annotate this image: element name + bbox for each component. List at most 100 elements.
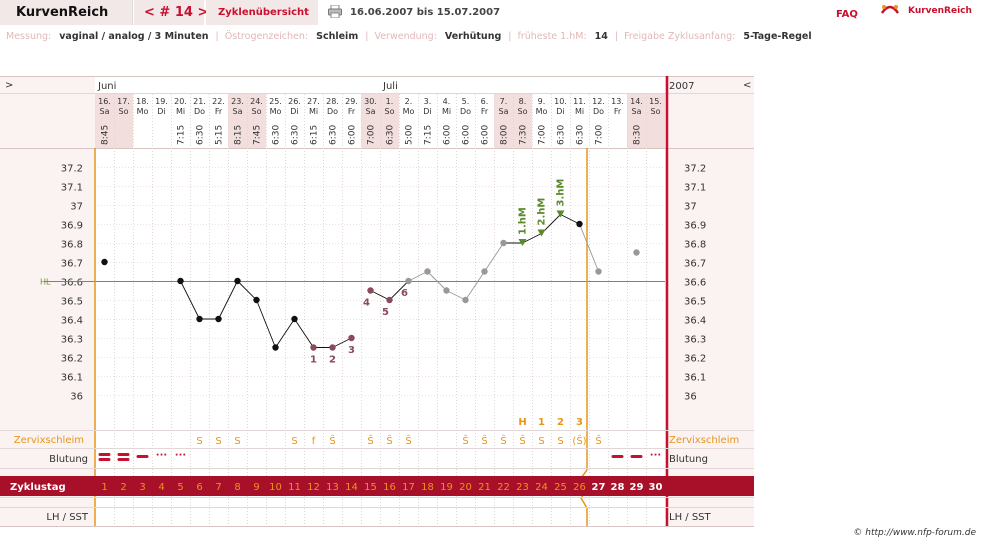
peak-marker: 2 [557, 417, 564, 428]
cervix-symbol: S [215, 436, 221, 447]
bleeding-medium-mark [611, 455, 624, 458]
measure-time: 6:00 [481, 125, 491, 145]
measure-time: 8:30 [633, 125, 643, 145]
day-weekday: Do [194, 107, 205, 116]
low-temp-label: 2 [329, 355, 336, 366]
measure-time: 6:30 [386, 125, 396, 145]
info-label-measurement: Messung: [6, 31, 52, 42]
measure-time: 7:15 [177, 125, 187, 145]
high-temp-label: 2.hM [537, 198, 548, 226]
cycle-day-label: Zyklustag [10, 482, 66, 493]
measure-time: 7:00 [595, 125, 605, 145]
y-tick-right: 36.5 [684, 297, 706, 308]
day-weekday: So [385, 107, 395, 116]
day-weekday: Di [290, 107, 298, 116]
coverline-label: HL [40, 278, 51, 287]
cycle-day-number: 26 [573, 482, 586, 493]
bleeding-light-mark: ··· [156, 450, 167, 461]
date-range: 16.06.2007 bis 15.07.2007 [350, 7, 501, 18]
temp-line-gray [465, 271, 485, 301]
cycle-nav-box [134, 0, 204, 25]
cycle-day-number: 4 [158, 482, 164, 493]
cervix-symbol: S [234, 436, 240, 447]
day-weekday: Mo [270, 107, 282, 116]
cycle-navigator[interactable]: < # 14 > [144, 5, 209, 20]
temp-point [215, 315, 222, 323]
measure-time: 7:00 [538, 125, 548, 145]
cycle-overview-link[interactable]: Zyklenübersicht [218, 7, 309, 18]
y-tick-right: 36.2 [684, 354, 706, 365]
cervix-symbol: S [196, 436, 202, 447]
cycle-day-number: 30 [649, 482, 663, 493]
temp-line-gray [446, 290, 466, 301]
y-tick-right: 36 [684, 392, 697, 403]
cervix-symbol: Ŝ [329, 434, 335, 447]
cervix-symbol: f [312, 436, 316, 447]
temp-point [177, 277, 184, 285]
day-date: 27. [307, 97, 320, 106]
high-temp-marker [518, 239, 527, 246]
bleeding-medium-mark [136, 455, 149, 458]
info-bar: Messung: vaginal / analog / 3 Minuten | Ös… [6, 31, 812, 42]
cervix-label-left: Zervixschleim [14, 435, 84, 446]
high-temp-marker [537, 229, 546, 237]
prev-nav-button[interactable]: > [5, 80, 13, 91]
temp-point [101, 258, 108, 266]
y-tick-right: 36.7 [684, 259, 706, 270]
cervix-symbol: S [291, 436, 297, 447]
cycle-day-number: 13 [326, 482, 339, 493]
temp-line [389, 280, 409, 301]
cycle-day-number: 8 [234, 482, 240, 493]
cervix-label-right: Zervixschleim [669, 435, 739, 446]
day-weekday: Di [157, 107, 165, 116]
day-weekday: Mi [309, 107, 318, 116]
day-date: 14. [630, 97, 643, 106]
info-value-release: 5-Tage-Regel [743, 31, 812, 42]
day-date: 11. [573, 97, 586, 106]
low-temp-label: 4 [363, 298, 370, 309]
peak-marker: 1 [538, 417, 545, 428]
cycle-day-number: 24 [535, 482, 548, 493]
bleeding-heavy-mark [117, 453, 130, 456]
low-temp-label: 5 [382, 307, 389, 318]
day-date: 16. [98, 97, 111, 106]
brand-box [0, 0, 133, 25]
weekend-shade [361, 94, 380, 148]
day-date: 26. [288, 97, 301, 106]
day-weekday: Do [327, 107, 338, 116]
cycle-day-bar [0, 476, 754, 496]
measure-time: 5:00 [405, 125, 415, 145]
y-tick-left: 36.9 [61, 221, 83, 232]
temp-line [180, 280, 200, 320]
weekend-shade [247, 94, 266, 148]
next-nav-button[interactable]: < [743, 80, 751, 91]
temp-point [272, 344, 279, 351]
temp-line-gray [484, 242, 504, 272]
y-tick-right: 37 [684, 202, 697, 213]
cycle-day-number: 12 [307, 482, 320, 493]
faq-link[interactable]: FAQ [836, 9, 858, 20]
temp-line [332, 337, 352, 348]
info-value-measurement: vaginal / analog / 3 Minuten [59, 31, 209, 42]
cycle-day-number: 21 [478, 482, 491, 493]
high-temp-label: 3.hM [556, 179, 567, 207]
printer-icon[interactable] [328, 5, 342, 18]
cervix-symbol: Ŝ [386, 434, 392, 447]
day-date: 2. [405, 97, 413, 106]
temp-point [310, 344, 317, 351]
cervix-symbol: Ŝ [519, 434, 525, 447]
y-tick-left: 36.5 [61, 297, 83, 308]
temp-point [633, 249, 640, 256]
cervix-symbol: Ŝ [462, 434, 468, 447]
cycle-day-number: 6 [196, 482, 202, 493]
peak-marker: 3 [576, 417, 583, 428]
peak-marker: H [518, 417, 526, 428]
y-tick-right: 36.8 [684, 240, 706, 251]
weekend-shade [380, 94, 399, 148]
app-title[interactable]: KurvenReich [16, 5, 109, 20]
temp-line [237, 280, 257, 301]
temp-line [370, 290, 390, 301]
temp-point [405, 277, 412, 285]
day-weekday: Di [556, 107, 564, 116]
